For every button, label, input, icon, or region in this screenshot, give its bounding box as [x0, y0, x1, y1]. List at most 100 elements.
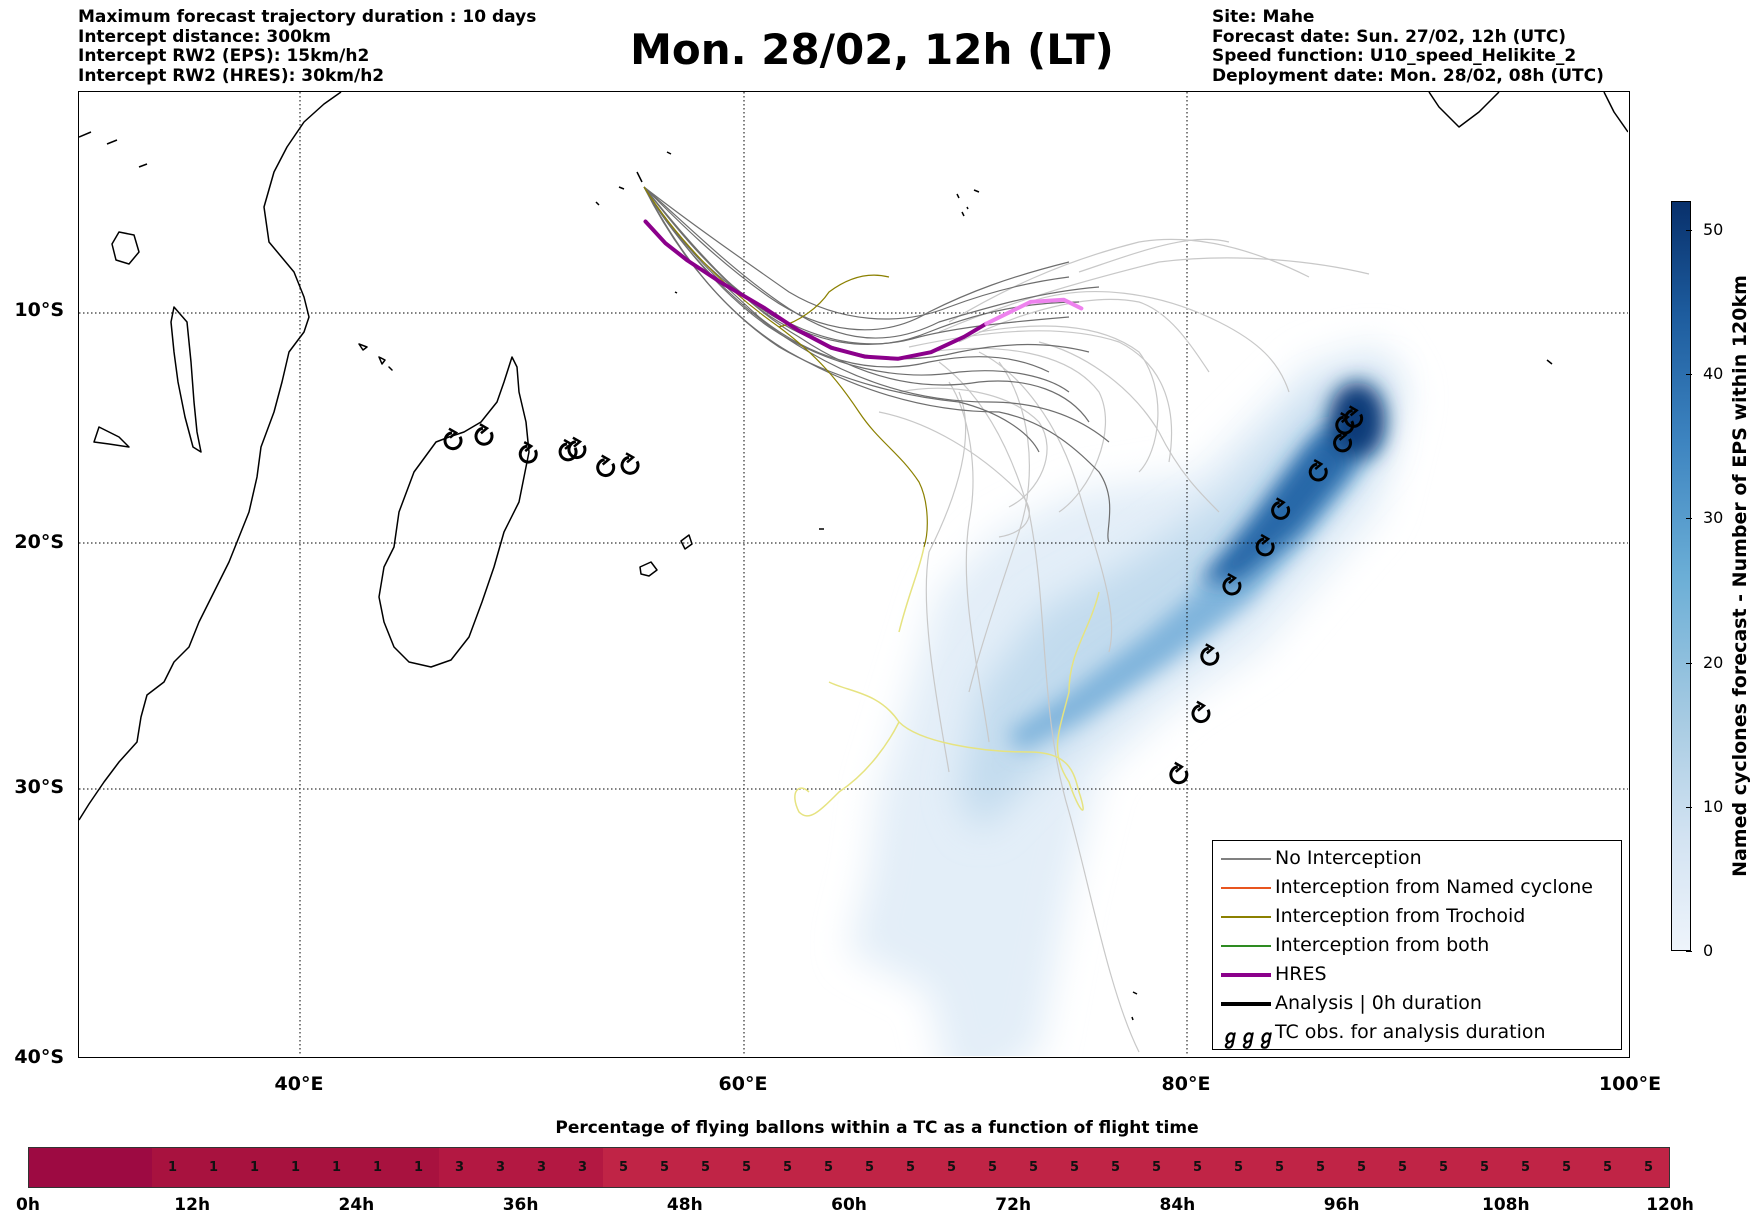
- colorbar-tick-label: 0: [1703, 941, 1714, 960]
- colorbar-tick-mark: [1686, 229, 1692, 231]
- tc-obs-icon: [596, 454, 616, 477]
- trajectory-light: [1038, 341, 1220, 513]
- trajectory-light: [978, 351, 1113, 653]
- flight-time-tick-label: 84h: [1159, 1195, 1196, 1215]
- colorbar-tick-label: 40: [1703, 364, 1724, 384]
- trajectory-light: [925, 391, 967, 773]
- reunion: [639, 561, 658, 577]
- africa-north-islands: [79, 131, 148, 168]
- legend-item: HRES: [1213, 961, 1621, 990]
- legend-item: ℊℊℊ TC obs. for analysis duration: [1213, 1019, 1621, 1048]
- legend-label: HRES: [1275, 963, 1327, 985]
- tc-observations: [443, 405, 1364, 785]
- flight-time-cell: 3: [439, 1148, 480, 1187]
- flight-time-cell: 5: [1300, 1148, 1341, 1187]
- tc-obs-icon: [1271, 497, 1291, 520]
- trajectory-dark: [643, 186, 1050, 373]
- flight-time-cell: 3: [521, 1148, 562, 1187]
- density-colorbar: [1671, 201, 1691, 951]
- legend-item: Interception from Named cyclone: [1213, 874, 1621, 903]
- sri-lanka-coast: [1428, 92, 1500, 128]
- flight-time-tick-label: 24h: [338, 1195, 375, 1215]
- legend-label: Analysis | 0h duration: [1275, 992, 1482, 1014]
- lat-label-40s: 40°S: [14, 1046, 64, 1068]
- tc-obs-icon: [518, 441, 538, 464]
- eps-trajectories-light: [878, 238, 1370, 1053]
- flight-time-cell: 5: [849, 1148, 890, 1187]
- trajectory-light: [1028, 291, 1290, 393]
- flight-time-cell: 5: [1054, 1148, 1095, 1187]
- coastlines: [79, 92, 1629, 1021]
- flight-time-cell: 5: [1628, 1148, 1669, 1187]
- trajectory-dark: [643, 186, 1110, 443]
- flight-time-cell: 5: [1177, 1148, 1218, 1187]
- page-title-text: Mon. 28/02, 12h (LT): [630, 25, 1114, 74]
- lat-label-20s: 20°S: [14, 531, 64, 553]
- flight-time-tick-label: 72h: [995, 1195, 1032, 1215]
- density-peak: [1329, 382, 1385, 458]
- legend-line-swatch: [1221, 858, 1271, 860]
- trajectory-light: [938, 257, 1370, 333]
- intercept-distance: Intercept distance: 300km: [78, 26, 331, 47]
- tc-obs-icon: [443, 427, 463, 451]
- legend-item: Interception from both: [1213, 932, 1621, 961]
- flight-time-cell: 5: [603, 1148, 644, 1187]
- flight-time-cell: [111, 1148, 152, 1187]
- colorbar-tick-label: 50: [1703, 219, 1724, 239]
- small-isle-south: [1131, 991, 1138, 1021]
- trajectory-light: [1078, 238, 1230, 273]
- colorbar-tick-mark: [1686, 662, 1692, 664]
- flight-time-tick-label: 108h: [1482, 1195, 1530, 1215]
- sumatra-coast: [1603, 92, 1629, 133]
- flight-time-tick-label: 12h: [174, 1195, 211, 1215]
- tc-obs-icon: [1169, 761, 1189, 785]
- flight-time-tick-label: 60h: [831, 1195, 867, 1215]
- run-info: Maximum forecast trajectory duration : 1…: [78, 7, 537, 86]
- comoros: [358, 343, 393, 371]
- flight-time-tick-label: 0h: [16, 1195, 40, 1215]
- legend-line-swatch: [1221, 916, 1271, 918]
- flight-time-cell: 5: [1259, 1148, 1300, 1187]
- trajectory-light: [878, 411, 1030, 538]
- tc-obs-icon: [1308, 458, 1328, 482]
- lake-tanganyika: [170, 306, 202, 453]
- mauritius: [680, 534, 693, 550]
- flight-time-cell: 1: [234, 1148, 275, 1187]
- small-isle-east: [1546, 359, 1553, 365]
- flight-time-cell: 5: [1546, 1148, 1587, 1187]
- tc-obs-icon: [1200, 643, 1220, 666]
- legend-item: No Interception: [1213, 845, 1621, 874]
- lon-label-100e: 100°E: [1598, 1073, 1662, 1095]
- flight-time-cell: 5: [1382, 1148, 1423, 1187]
- legend-label: Interception from Named cyclone: [1275, 876, 1593, 898]
- trajectory-light: [958, 298, 1210, 373]
- flight-time-cell: 5: [1505, 1148, 1546, 1187]
- trajectory-dark: [643, 186, 1040, 453]
- maldives-chagos: [956, 189, 980, 217]
- madagascar: [378, 356, 530, 668]
- tc-obs-icon: [1222, 572, 1242, 596]
- trajectory-dark: [643, 186, 1070, 320]
- lake-victoria: [111, 231, 140, 265]
- site-name: Site: Mahe: [1212, 7, 1315, 27]
- flight-time-cell: 1: [357, 1148, 398, 1187]
- colorbar-tick-label: 30: [1703, 508, 1724, 528]
- deployment-date: Deployment date: Mon. 28/02, 08h (UTC): [1212, 65, 1604, 86]
- hres-track: [643, 219, 989, 361]
- trajectory-yellow: [794, 721, 900, 817]
- flight-time-cell: 5: [1136, 1148, 1177, 1187]
- gridlines: [79, 92, 1628, 1056]
- page-title: Mon. 28/02, 12h (LT): [0, 26, 1754, 74]
- trajectories-yellow: [794, 546, 1100, 817]
- cyclone-density-heatmap: [849, 342, 1409, 1057]
- trajectory-light: [938, 361, 1140, 1053]
- africa-coast: [79, 92, 342, 821]
- flight-time-cell: 5: [890, 1148, 931, 1187]
- seychelles: [595, 151, 672, 206]
- trajectory-duration: Maximum forecast trajectory duration : 1…: [78, 7, 537, 27]
- map-legend: No Interception Interception from Named c…: [1212, 840, 1622, 1050]
- trajectory-trochoid-interception: [643, 186, 928, 548]
- trajectory-light: [968, 361, 1031, 693]
- lake-malawi-edge: [93, 426, 130, 448]
